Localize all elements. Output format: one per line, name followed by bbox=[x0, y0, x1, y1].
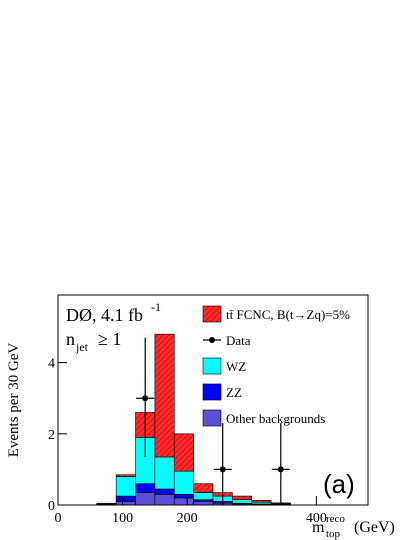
histogram-bar bbox=[251, 500, 272, 503]
histogram-bar bbox=[135, 492, 156, 506]
legend-label: tt̄ FCNC, B(t→Zq)=5% bbox=[226, 307, 350, 322]
jets-label-sub: jet bbox=[75, 340, 89, 354]
histogram-bar bbox=[154, 456, 175, 490]
histogram-bar bbox=[232, 499, 253, 504]
legend-label: ZZ bbox=[226, 385, 242, 400]
experiment-label-sup: -1 bbox=[151, 300, 161, 314]
histogram-bar bbox=[173, 470, 194, 495]
histogram-bar bbox=[193, 501, 214, 506]
x-axis-label: m bbox=[312, 519, 325, 536]
panel-label: (a) bbox=[323, 469, 355, 499]
x-tick-label: 100 bbox=[112, 511, 133, 526]
jets-label: n bbox=[66, 329, 75, 349]
histogram-bar bbox=[173, 494, 194, 499]
plot-frame bbox=[57, 294, 369, 506]
legend-swatch bbox=[202, 305, 222, 323]
histogram-bar bbox=[96, 502, 117, 505]
jets-label-rest: ≥ 1 bbox=[98, 329, 121, 349]
legend-swatch bbox=[202, 357, 222, 375]
histogram-bar bbox=[173, 497, 194, 506]
histogram-bar bbox=[154, 494, 175, 506]
histogram-bar bbox=[154, 333, 175, 458]
x-axis-label-sub: top bbox=[326, 528, 341, 540]
legend-label: Data bbox=[226, 333, 251, 348]
x-axis-label-sup: reco bbox=[326, 513, 345, 525]
x-tick-label: 200 bbox=[177, 511, 198, 526]
legend-swatch bbox=[202, 383, 222, 401]
histogram-bar bbox=[154, 488, 175, 495]
legend-marker bbox=[209, 337, 215, 343]
data-point bbox=[219, 466, 226, 473]
histogram-bar bbox=[135, 483, 156, 493]
histogram-bar bbox=[115, 474, 136, 477]
y-tick-label: 0 bbox=[48, 499, 55, 514]
histogram-bar bbox=[115, 476, 136, 497]
data-point bbox=[142, 395, 149, 402]
histogram-bar bbox=[115, 501, 136, 506]
histogram-bar bbox=[193, 492, 214, 500]
histogram-bar bbox=[193, 483, 214, 493]
y-tick-label: 2 bbox=[48, 428, 55, 443]
x-axis-unit: (GeV) bbox=[354, 519, 395, 536]
legend-swatch bbox=[202, 409, 222, 427]
x-tick-label: 0 bbox=[55, 511, 62, 526]
x-tick-label: 400 bbox=[306, 511, 327, 526]
y-axis-label: Events per 30 GeV bbox=[6, 343, 22, 458]
experiment-label: DØ, 4.1 fb bbox=[66, 305, 143, 325]
y-tick-label: 4 bbox=[48, 357, 55, 372]
data-point bbox=[277, 466, 284, 473]
histogram-bar bbox=[232, 495, 253, 500]
histogram-bar bbox=[173, 433, 194, 472]
histogram-bar bbox=[115, 495, 136, 502]
legend-label: WZ bbox=[226, 359, 246, 374]
legend-label: Other backgrounds bbox=[226, 411, 325, 426]
